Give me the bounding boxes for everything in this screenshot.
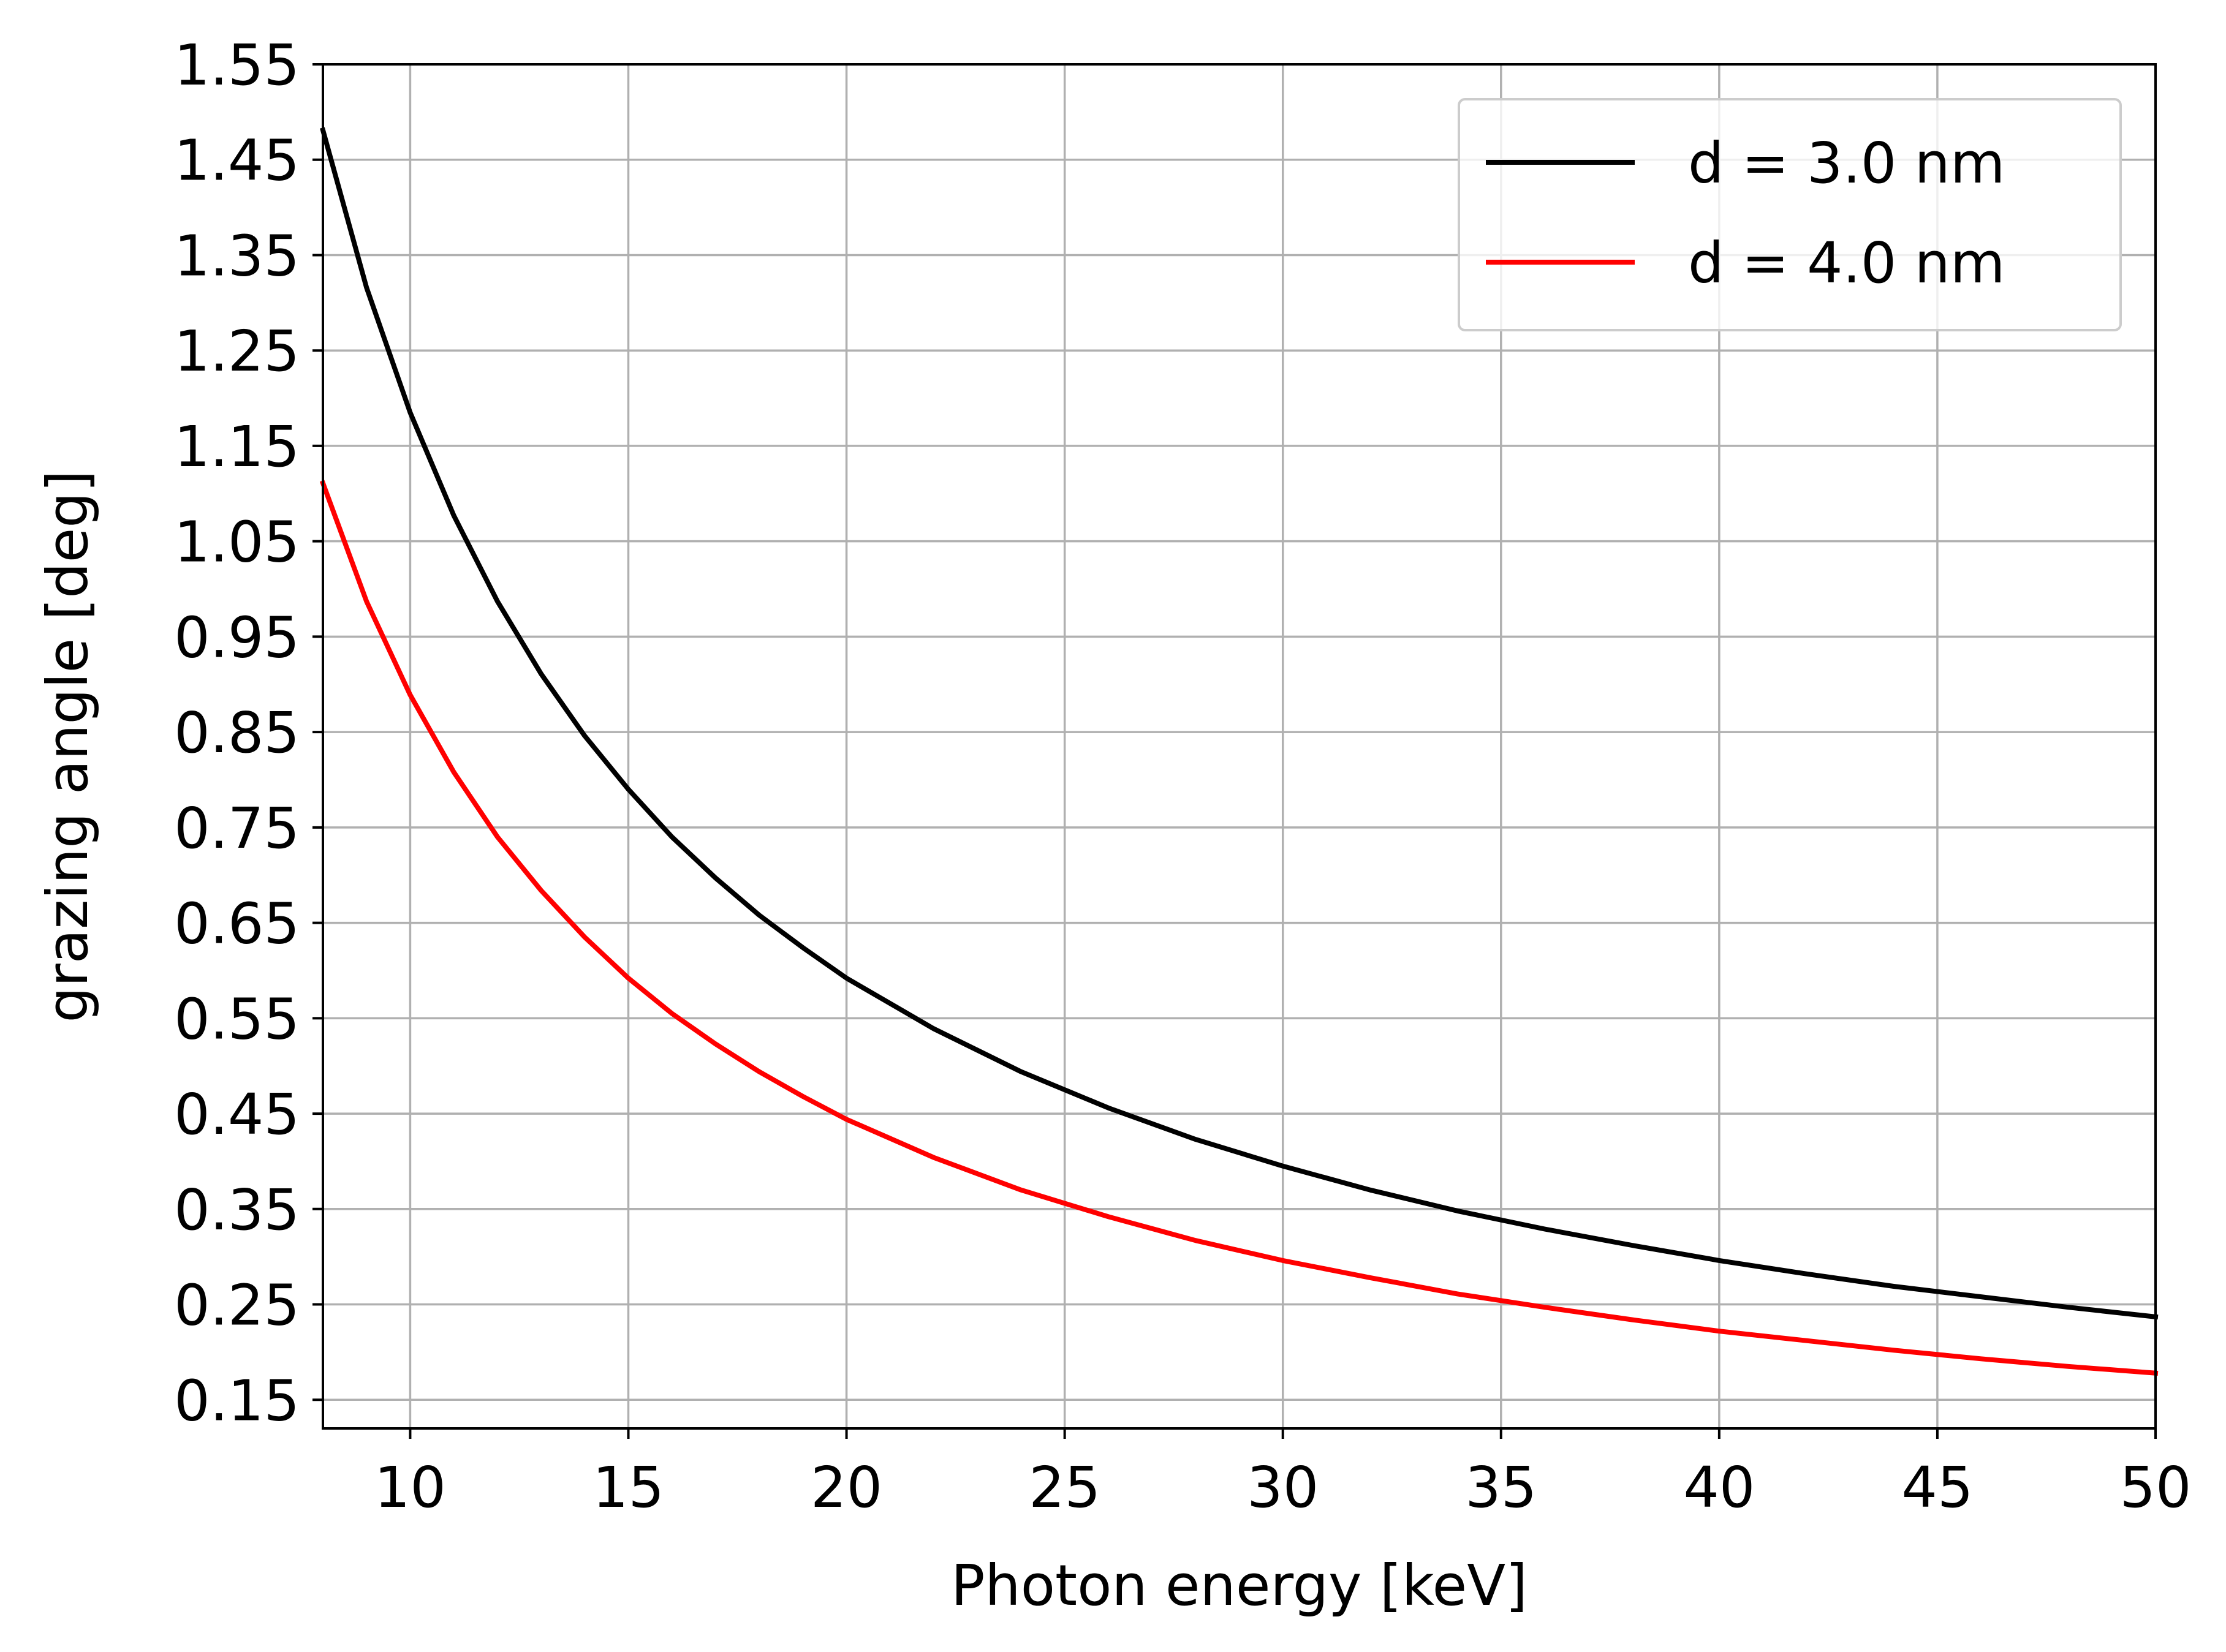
y-tick-label: 1.25 (174, 319, 300, 384)
axis-ticks: 10 15 20 25 30 35 40 45 50 0.15 0.25 0.35 0.45 0.55 0.… (174, 32, 2191, 1520)
x-tick-label: 30 (1247, 1455, 1319, 1520)
x-tick-label: 40 (1683, 1455, 1755, 1520)
x-tick-label: 20 (811, 1455, 882, 1520)
y-tick-label: 0.35 (174, 1177, 300, 1243)
series-line-1 (319, 480, 2159, 1376)
y-tick-label: 1.05 (174, 510, 300, 575)
y-tick-label: 1.35 (174, 223, 300, 289)
legend-label-d4: d = 4.0 nm (1688, 230, 2005, 296)
y-tick-label: 1.45 (174, 128, 300, 194)
y-tick-label: 1.15 (174, 414, 300, 480)
legend-label-d3: d = 3.0 nm (1688, 130, 2005, 196)
legend: d = 3.0 nm d = 4.0 nm (1458, 98, 2122, 331)
y-tick-label: 0.25 (174, 1273, 300, 1338)
plot-frame (322, 63, 2157, 1430)
x-tick-label: 25 (1029, 1455, 1100, 1520)
x-tick-label: 15 (592, 1455, 664, 1520)
x-tick-label: 50 (2119, 1455, 2191, 1520)
x-axis-label: Photon energy [keV] (951, 1553, 1528, 1618)
y-tick-label: 0.45 (174, 1082, 300, 1147)
y-axis-label: grazing angle [deg] (35, 470, 100, 1022)
legend-box (1458, 98, 2122, 331)
series-line-0 (320, 127, 2159, 1320)
x-tick-label: 45 (1901, 1455, 1973, 1520)
y-tick-label: 0.75 (174, 796, 300, 861)
plot-lines (319, 127, 2159, 1376)
y-tick-label: 1.55 (174, 32, 300, 98)
y-tick-label: 0.15 (174, 1368, 300, 1433)
y-tick-label: 0.65 (174, 891, 300, 957)
y-tick-label: 0.95 (174, 605, 300, 670)
x-tick-label: 10 (374, 1455, 446, 1520)
x-tick-label: 35 (1465, 1455, 1537, 1520)
y-tick-label: 0.55 (174, 986, 300, 1052)
y-tick-label: 0.85 (174, 700, 300, 766)
